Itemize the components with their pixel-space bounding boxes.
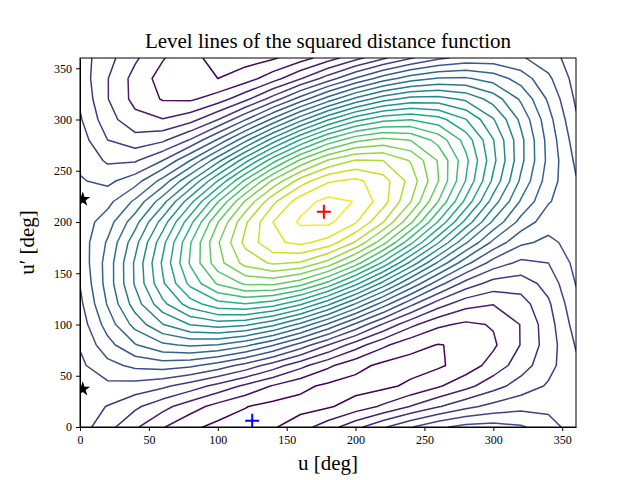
x-tick: 300: [485, 427, 503, 447]
marker-plus: [245, 414, 259, 427]
y-tick: 300: [54, 113, 80, 127]
x-tick-label: 350: [554, 433, 572, 447]
chart-title: Level lines of the squared distance func…: [145, 29, 512, 53]
contour-line: [219, 145, 428, 278]
x-tick-mark: [218, 427, 219, 431]
contour-line: [102, 70, 545, 353]
y-tick: 200: [54, 215, 80, 229]
y-tick-mark: [76, 325, 80, 326]
x-tick: 200: [347, 427, 365, 447]
contour-line: [231, 153, 418, 271]
y-tick-label: 250: [54, 164, 72, 178]
y-tick-label: 300: [54, 113, 72, 127]
y-tick-label: 200: [54, 215, 72, 229]
x-tick-label: 50: [143, 433, 155, 447]
y-tick-label: 150: [54, 267, 72, 281]
contour-line: [80, 58, 576, 427]
contour-line: [80, 58, 576, 427]
marker-star: [80, 192, 90, 206]
x-tick-label: 150: [278, 433, 296, 447]
x-tick-mark: [356, 427, 357, 431]
contour-line: [161, 108, 487, 314]
contour-line: [258, 169, 389, 253]
y-axis: 0 50 100 150 200 250 300 350: [54, 59, 81, 435]
contour-line: [80, 58, 576, 427]
x-tick-mark: [493, 427, 494, 431]
y-tick-mark: [76, 171, 80, 172]
x-axis-title: u [deg]: [298, 451, 358, 475]
x-tick-label: 100: [209, 433, 227, 447]
plot-frame: [80, 58, 576, 427]
y-tick: 100: [54, 318, 80, 332]
contour-line: [297, 197, 353, 226]
marker-star: [80, 381, 90, 395]
y-tick-mark: [76, 68, 80, 69]
y-tick: 50: [60, 369, 80, 383]
marker-plus: [317, 205, 331, 219]
x-tick-mark: [287, 427, 288, 431]
plot-background: [80, 58, 576, 427]
y-axis-title: u′ [deg]: [15, 210, 39, 275]
contour-line: [143, 97, 505, 328]
x-tick: 250: [416, 427, 434, 447]
y-tick-mark: [76, 427, 80, 428]
x-tick-label: 250: [416, 433, 434, 447]
contour-line: [189, 127, 458, 298]
contour-line: [200, 133, 448, 291]
contour-line: [170, 114, 477, 309]
y-tick-mark: [76, 273, 80, 274]
contour-line: [180, 120, 469, 304]
x-tick: 0: [78, 427, 84, 447]
x-tick-mark: [562, 427, 563, 431]
contour-line: [273, 179, 373, 245]
chart-container: 0 50 100 150 200 250 300 350 0 50 100 150 200 250 300 3…: [0, 0, 640, 480]
x-tick-label: 300: [485, 433, 503, 447]
y-tick-label: 0: [66, 420, 72, 434]
x-tick-mark: [424, 427, 425, 431]
y-tick-mark: [76, 376, 80, 377]
y-tick: 250: [54, 164, 80, 178]
x-tick: 150: [278, 427, 296, 447]
x-tick-label: 200: [347, 433, 365, 447]
x-axis: 0 50 100 150 200 250 300 350: [78, 427, 577, 447]
y-tick-label: 50: [60, 369, 72, 383]
y-tick-mark: [76, 222, 80, 223]
x-tick-label: 0: [78, 433, 84, 447]
contour-line: [80, 58, 576, 427]
x-tick-mark: [149, 427, 150, 431]
y-tick-label: 350: [54, 62, 72, 76]
x-tick: 100: [209, 427, 227, 447]
contour-line: [210, 138, 439, 285]
contour-line: [80, 58, 576, 427]
y-tick: 350: [54, 62, 80, 76]
contour-line: [80, 58, 576, 427]
contour-line: [242, 160, 405, 264]
contour-line: [80, 58, 576, 427]
chart-svg: 0 50 100 150 200 250 300 350 0 50 100 150 200 250 300 3…: [0, 0, 640, 480]
y-tick: 0: [66, 420, 80, 434]
contour-line: [134, 90, 515, 333]
contour-line: [114, 78, 535, 346]
y-tick-mark: [76, 120, 80, 121]
contour-line: [89, 63, 558, 361]
plot-area: [80, 58, 576, 427]
contour-line: [152, 103, 496, 321]
x-tick-mark: [80, 427, 81, 431]
x-tick: 50: [143, 427, 155, 447]
contour-line: [124, 84, 524, 339]
y-tick-label: 100: [54, 318, 72, 332]
x-tick: 350: [554, 427, 572, 447]
y-tick: 150: [54, 267, 80, 281]
